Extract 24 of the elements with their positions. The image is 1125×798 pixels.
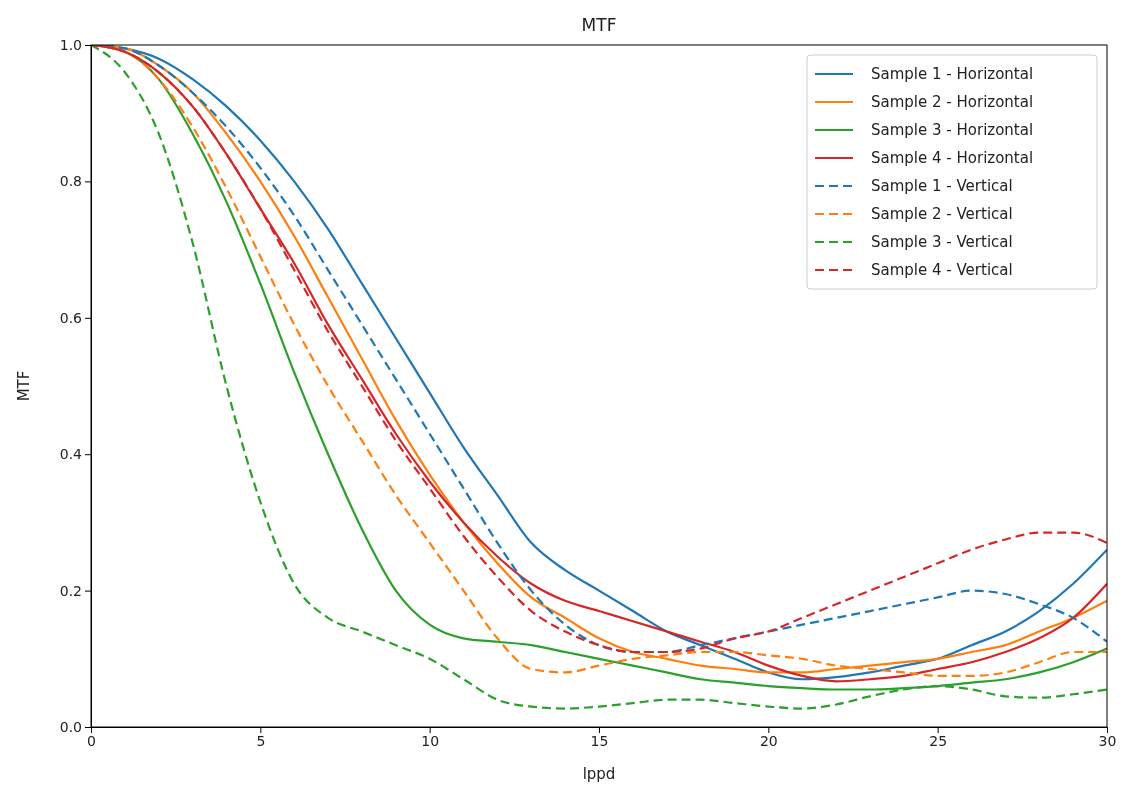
y-tick-label: 1.0 [59, 36, 82, 53]
x-tick-label: 10 [421, 732, 440, 749]
y-tick-label: 0.0 [59, 718, 82, 735]
y-tick-label: 0.4 [59, 446, 83, 463]
x-tick-label: 5 [256, 732, 266, 749]
y-axis-title: MTF [15, 370, 33, 402]
chart-title: MTF [581, 15, 617, 35]
y-tick-label: 0.6 [59, 309, 83, 326]
legend-label: Sample 3 - Vertical [871, 233, 1013, 251]
x-tick-label: 0 [87, 732, 96, 749]
y-tick-label: 0.2 [59, 582, 82, 599]
legend-label: Sample 4 - Horizontal [871, 149, 1034, 167]
x-tick-label: 25 [929, 732, 948, 749]
legend-label: Sample 1 - Horizontal [871, 65, 1034, 83]
legend-label: Sample 4 - Vertical [871, 261, 1013, 279]
y-tick-label: 0.8 [59, 173, 82, 190]
x-tick-label: 20 [759, 732, 778, 749]
x-tick-label: 15 [590, 732, 609, 749]
legend-label: Sample 1 - Vertical [871, 177, 1013, 195]
legend-label: Sample 2 - Vertical [871, 205, 1013, 223]
x-axis-title: lppd [582, 765, 616, 783]
x-tick-label: 30 [1098, 732, 1117, 749]
legend-label: Sample 3 - Horizontal [871, 121, 1034, 139]
legend-label: Sample 2 - Horizontal [871, 93, 1034, 111]
